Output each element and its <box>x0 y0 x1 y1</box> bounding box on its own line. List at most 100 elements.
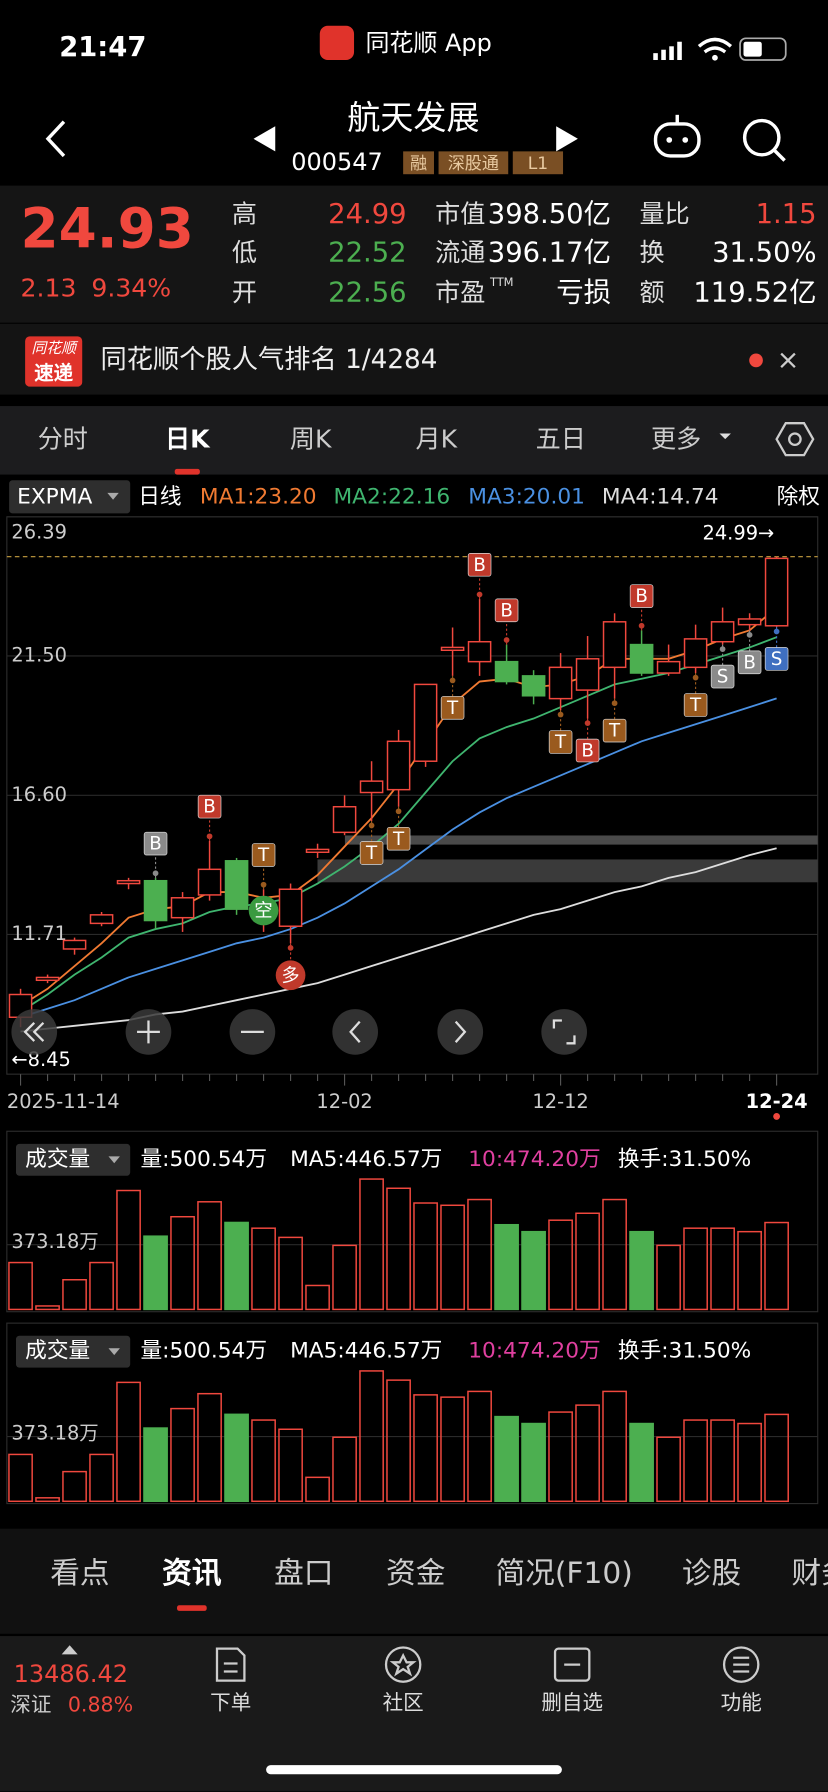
volume-bar <box>521 1230 546 1311</box>
volume-select[interactable] <box>15 1143 131 1176</box>
signal-dot <box>638 622 645 629</box>
signal-text: T <box>392 829 405 850</box>
change: 2.13 <box>21 274 77 303</box>
candle-body <box>62 939 87 950</box>
nav-label[interactable]: 下单 <box>210 1690 251 1714</box>
field-value: 22.52 <box>328 238 406 269</box>
tab[interactable]: 五日 <box>536 424 586 453</box>
field-label: 换 <box>640 238 665 267</box>
volume-bar <box>197 1392 222 1503</box>
tab[interactable]: 月K <box>415 424 457 453</box>
back-button[interactable] <box>45 120 66 158</box>
indicator-select[interactable] <box>9 480 131 514</box>
signal-badge <box>275 960 306 991</box>
tab[interactable]: 日K <box>165 424 211 453</box>
nav-label[interactable]: 社区 <box>383 1690 424 1714</box>
field-label: 低 <box>232 238 257 267</box>
candle-body <box>332 805 357 834</box>
price: 24.93 <box>21 197 194 261</box>
signal-text: 空 <box>254 901 272 922</box>
x-tick-label: 12-12 <box>532 1090 588 1113</box>
volume-bar <box>62 1279 87 1311</box>
volume-bar <box>89 1453 114 1503</box>
signal-dot <box>692 674 699 681</box>
robot-icon[interactable] <box>653 114 701 158</box>
index-arrow <box>61 1645 78 1655</box>
ma-legend: MA4:14.74 <box>602 484 719 509</box>
signal-badge <box>359 841 384 865</box>
volume-bar <box>143 1427 168 1503</box>
candle-body <box>575 658 600 691</box>
volume-bar <box>710 1227 735 1311</box>
volume-bar <box>359 1370 384 1503</box>
candle-body <box>440 646 465 652</box>
x-tick-label: 12-24 <box>746 1090 808 1113</box>
scroll-left[interactable] <box>332 1009 379 1055</box>
volume-bar <box>251 1227 276 1311</box>
volume-legend: MA5:446.57万 <box>290 1339 442 1364</box>
tab[interactable]: 周K <box>290 424 332 453</box>
app-icon <box>319 25 355 61</box>
signal-dot <box>557 711 564 718</box>
y-tick-label: 373.18万 <box>11 1230 98 1253</box>
stock-code: 000547 <box>291 148 383 176</box>
ma-line <box>20 636 777 1013</box>
info-tab[interactable]: 资讯 <box>162 1556 222 1591</box>
volume-bar <box>8 1261 33 1311</box>
field-label: 流通 <box>435 238 485 267</box>
volume-bar <box>116 1189 141 1311</box>
info-tab[interactable]: 诊股 <box>682 1556 741 1591</box>
info-tab[interactable]: 盘口 <box>274 1556 333 1591</box>
volume-bar <box>386 1187 411 1311</box>
volume-bar <box>656 1244 681 1311</box>
info-tab[interactable]: 看点 <box>50 1556 109 1591</box>
quote-panel <box>0 185 828 323</box>
volume-bar <box>683 1227 708 1311</box>
tab[interactable]: 更多 <box>651 424 701 453</box>
signal-text: B <box>203 797 216 818</box>
field-label: 市值 <box>435 199 485 228</box>
banner-close[interactable] <box>780 352 796 369</box>
field-value: 31.50% <box>712 238 816 269</box>
signal-text: B <box>500 600 513 621</box>
info-tab[interactable]: 简况(F10) <box>495 1556 632 1591</box>
fullscreen[interactable] <box>541 1009 588 1055</box>
volume-bar <box>521 1422 546 1503</box>
zone-band <box>344 835 818 845</box>
volume-bar <box>710 1419 735 1503</box>
status-app: 同花顺 App <box>365 29 491 57</box>
prev-stock[interactable] <box>253 126 276 152</box>
banner[interactable] <box>0 323 828 395</box>
period-tabs <box>0 406 828 475</box>
volume-legend: 10:474.20万 <box>468 1147 600 1172</box>
signal-badge <box>710 664 735 689</box>
signal-badge <box>386 826 411 851</box>
signal-text: B <box>743 652 756 673</box>
field-label: 高 <box>232 199 257 228</box>
next-stock[interactable] <box>556 126 578 152</box>
nav-label[interactable]: 删自选 <box>541 1690 603 1714</box>
volume-bar <box>494 1415 519 1503</box>
search-icon[interactable] <box>742 118 786 162</box>
nav-label[interactable]: 功能 <box>721 1690 762 1714</box>
volume-bar <box>494 1223 519 1311</box>
signal-dot <box>368 822 375 829</box>
today-dot <box>773 1112 781 1120</box>
volume-legend: 10:474.20万 <box>468 1339 600 1364</box>
index-value[interactable]: 13486.42 <box>14 1660 128 1688</box>
info-tab[interactable]: 资金 <box>386 1556 445 1591</box>
field-value: 22.56 <box>328 278 406 309</box>
adjust[interactable]: 除权 <box>777 484 820 509</box>
chart-controls <box>11 1009 588 1055</box>
candle-body <box>521 675 546 697</box>
volume-bar <box>305 1476 330 1503</box>
candle-body <box>143 879 168 922</box>
signal-text: B <box>581 741 594 762</box>
volume-bar <box>548 1411 573 1503</box>
info-tab[interactable]: 财务 <box>791 1556 828 1591</box>
scroll-right[interactable] <box>437 1009 484 1055</box>
volume-select[interactable] <box>15 1335 131 1368</box>
tab[interactable]: 分时 <box>38 424 88 453</box>
price-chart: 26.39 21.50 16.60 11.71 2025-11-14 12-02 12-12… <box>7 516 818 1113</box>
settings-icon[interactable] <box>775 422 815 457</box>
